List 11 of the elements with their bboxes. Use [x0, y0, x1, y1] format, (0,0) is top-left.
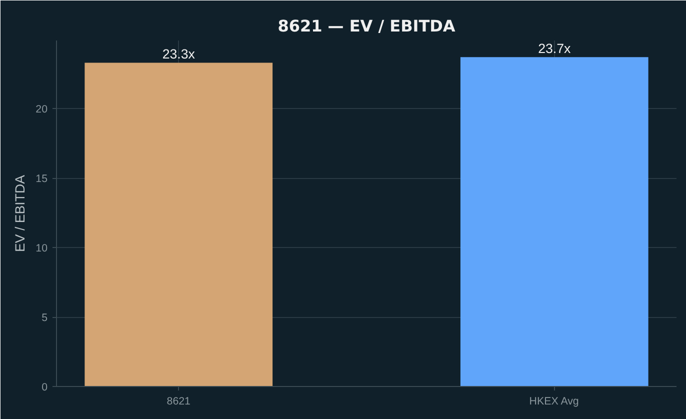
y-tick-label: 0 — [42, 382, 48, 394]
y-axis-title: EV / EBITDA — [12, 174, 28, 252]
x-tick-label: 8621 — [166, 396, 191, 408]
chart-title: 8621 — EV / EBITDA — [278, 16, 456, 36]
y-tick-label: 5 — [42, 312, 48, 324]
x-tick-label: HKEX Avg — [529, 396, 579, 408]
y-tick-label: 20 — [36, 104, 48, 116]
data-label: 23.3x — [162, 46, 196, 62]
y-tick-label: 10 — [36, 242, 48, 255]
y-tick-label: 15 — [36, 173, 48, 186]
data-label: 23.7x — [538, 41, 572, 56]
